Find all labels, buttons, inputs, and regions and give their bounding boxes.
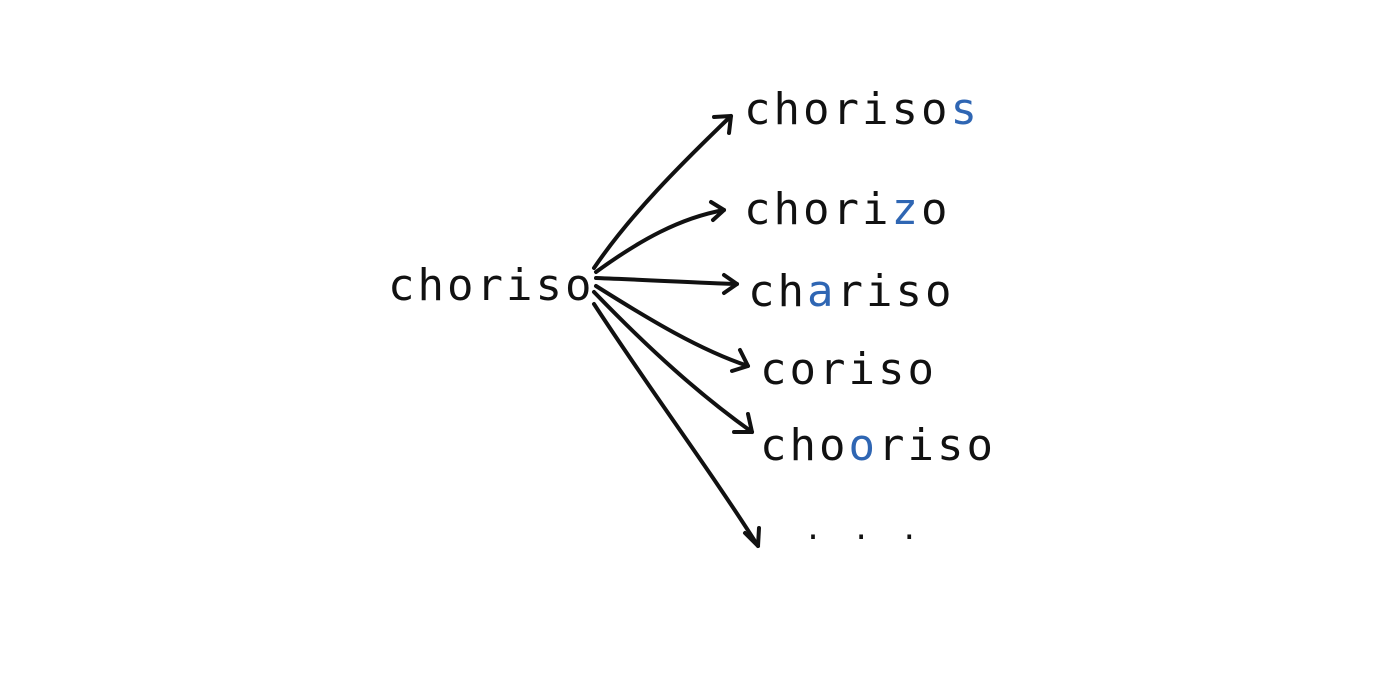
edit-prefix: ch xyxy=(748,266,807,317)
arrowhead xyxy=(730,348,750,373)
arrow-line xyxy=(594,276,739,286)
edit-word-3: coriso xyxy=(760,348,937,392)
edit-prefix: chori xyxy=(744,184,892,235)
arrow-line xyxy=(592,114,733,270)
edit-word-1: chorizo xyxy=(744,188,950,232)
arrowhead xyxy=(743,526,761,548)
arrow-line xyxy=(592,290,754,434)
arrow-to-edit-0 xyxy=(592,114,733,270)
edit-word-4: chooriso xyxy=(760,424,996,468)
arrow-to-edit-3 xyxy=(594,284,750,373)
edit-changed-letter: s xyxy=(950,84,980,135)
edit-word-0: chorisos xyxy=(744,88,980,132)
edit-suffix: riso xyxy=(877,420,996,471)
more-ellipsis: . . . xyxy=(804,512,925,547)
arrow-line xyxy=(592,302,760,548)
edit-suffix: o xyxy=(920,184,951,235)
edit-changed-letter: o xyxy=(848,420,878,471)
edit-suffix: riso xyxy=(836,266,955,317)
edit-prefix: choriso xyxy=(744,84,951,135)
arrow-line xyxy=(594,208,726,274)
arrowhead xyxy=(712,114,733,135)
edit-changed-letter: a xyxy=(806,266,837,317)
arrow-to-edit-1 xyxy=(594,200,726,274)
arrowhead xyxy=(709,200,726,222)
edit-changed-letter: z xyxy=(891,184,921,235)
arrowhead xyxy=(732,412,754,434)
arrow-to-edit-2 xyxy=(594,273,739,295)
arrowhead xyxy=(722,273,739,295)
edit-word-2: chariso xyxy=(748,270,954,314)
arrow-line xyxy=(594,284,750,368)
arrow-to-edit-4 xyxy=(592,290,754,434)
arrow-to-more xyxy=(592,302,761,548)
edit-prefix: cho xyxy=(760,420,849,471)
source-word: choriso xyxy=(388,260,595,311)
edit-prefix: coriso xyxy=(760,344,937,395)
